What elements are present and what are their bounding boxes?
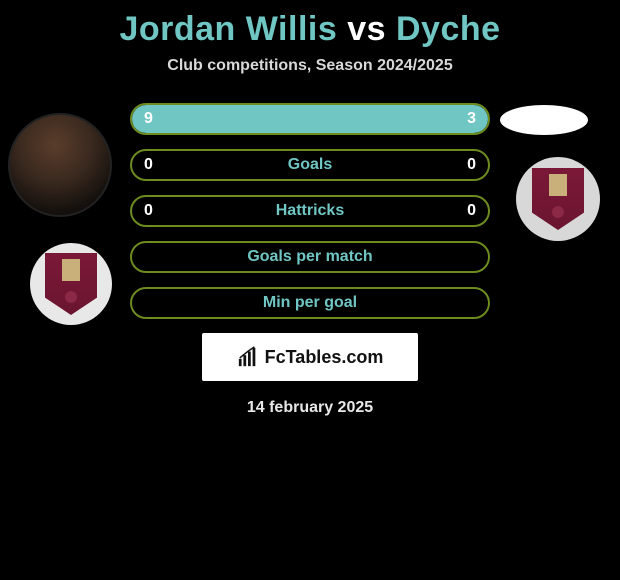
site-logo[interactable]: FcTables.com bbox=[202, 333, 418, 381]
date-label: 14 february 2025 bbox=[0, 399, 620, 417]
player2-name: Dyche bbox=[396, 10, 501, 48]
player2-club-badge bbox=[516, 157, 600, 241]
stat-label: Goals per match bbox=[132, 248, 488, 266]
stat-label: Matches bbox=[132, 110, 488, 128]
comparison-card: Jordan Willis vs Dyche Club competitions… bbox=[0, 0, 620, 417]
stat-label: Goals bbox=[132, 156, 488, 174]
page-title: Jordan Willis vs Dyche bbox=[0, 10, 620, 49]
stat-rows: Matches93Goals00Hattricks00Goals per mat… bbox=[130, 103, 490, 319]
stat-value-left: 9 bbox=[144, 110, 153, 128]
player1-name: Jordan Willis bbox=[119, 10, 337, 48]
stat-row: Goals per match bbox=[130, 241, 490, 273]
stat-label: Min per goal bbox=[132, 294, 488, 312]
stat-value-left: 0 bbox=[144, 202, 153, 220]
stat-label: Hattricks bbox=[132, 202, 488, 220]
stat-value-left: 0 bbox=[144, 156, 153, 174]
stats-area: Matches93Goals00Hattricks00Goals per mat… bbox=[0, 103, 620, 417]
player2-flag bbox=[500, 105, 588, 135]
stat-value-right: 0 bbox=[467, 202, 476, 220]
stat-value-right: 0 bbox=[467, 156, 476, 174]
stat-row: Matches9 3 bbox=[130, 103, 490, 135]
subtitle: Club competitions, Season 2024/2025 bbox=[0, 57, 620, 75]
stat-value-right: 3 bbox=[467, 110, 476, 128]
vs-text: vs bbox=[347, 10, 386, 48]
site-logo-text: FcTables.com bbox=[265, 347, 384, 368]
player1-avatar bbox=[8, 113, 112, 217]
club-crest-icon bbox=[532, 168, 584, 230]
player1-club-badge bbox=[30, 243, 112, 325]
stat-row: Min per goal bbox=[130, 287, 490, 319]
chart-icon bbox=[237, 346, 259, 368]
stat-row: Goals0 0 bbox=[130, 149, 490, 181]
club-crest-icon bbox=[45, 253, 97, 315]
stat-row: Hattricks0 0 bbox=[130, 195, 490, 227]
